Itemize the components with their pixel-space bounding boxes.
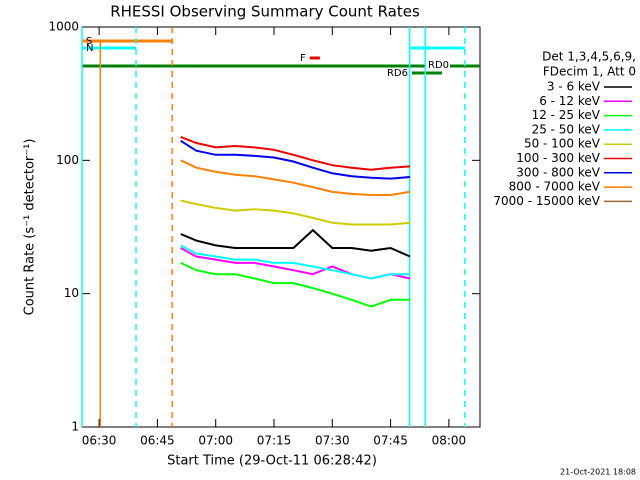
series-line: [180, 159, 411, 196]
y-axis-label: Count Rate (s⁻¹ detector⁻¹): [23, 139, 38, 316]
y-tick-label: 10: [64, 286, 79, 300]
y-tick-label: 100: [56, 153, 79, 167]
legend-label: 6 - 12 keV: [539, 94, 601, 108]
x-tick-label: 07:45: [373, 434, 408, 448]
series-line: [180, 228, 411, 258]
label-bg: [426, 60, 450, 71]
x-tick-label: 08:00: [432, 434, 467, 448]
flag-label: RD6: [387, 68, 408, 79]
legend-label: 100 - 300 keV: [516, 151, 600, 165]
chart-title: RHESSI Observing Summary Count Rates: [110, 3, 420, 21]
legend-label: 300 - 800 keV: [516, 165, 600, 179]
plot-frame: [81, 26, 481, 428]
series-line: [180, 244, 410, 280]
x-tick-label: 06:45: [140, 434, 175, 448]
legend-label: 3 - 6 keV: [547, 80, 601, 94]
x-tick-label: 06:30: [82, 434, 117, 448]
legend-label: 800 - 7000 keV: [509, 180, 601, 194]
x-tick-label: 07:30: [315, 434, 350, 448]
timestamp: 21-Oct-2021 18:08: [560, 468, 636, 477]
x-tick-label: 07:15: [257, 434, 292, 448]
legend-label: 50 - 100 keV: [524, 137, 601, 151]
series-line: [180, 261, 410, 308]
legend-title: Det 1,3,4,5,6,9,: [542, 50, 636, 64]
y-tick-label: 1000: [48, 20, 79, 34]
legend-title: FDecim 1, Att 0: [543, 65, 636, 79]
flag-label: S: [86, 36, 92, 47]
x-axis-label: Start Time (29-Oct-11 06:28:42): [167, 454, 377, 469]
flag-label: F: [300, 53, 306, 64]
series-line: [180, 135, 411, 171]
series-line: [180, 199, 411, 226]
flag-label: RD0: [428, 60, 449, 71]
x-tick-label: 07:00: [198, 434, 233, 448]
series-line: [180, 139, 411, 180]
legend-label: 12 - 25 keV: [532, 108, 601, 122]
legend-label: 25 - 50 keV: [532, 122, 601, 136]
flag-label: N: [86, 43, 93, 54]
legend-label: 7000 - 15000 keV: [493, 194, 600, 208]
y-tick-label: 1: [71, 420, 79, 434]
